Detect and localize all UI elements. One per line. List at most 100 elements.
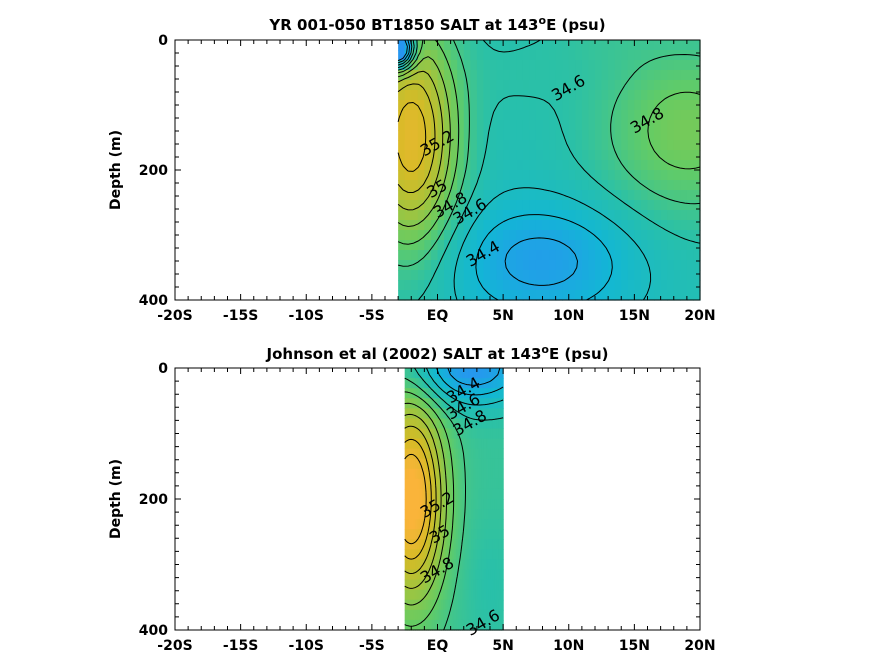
heatmap-cell: [456, 559, 459, 571]
contour-line: [404, 453, 427, 545]
heatmap-cell: [660, 110, 668, 121]
heatmap-cell: [477, 408, 481, 419]
heatmap-cell: [411, 290, 419, 301]
heatmap-cell: [483, 290, 491, 301]
heatmap-cell: [466, 458, 470, 470]
heatmap-cell: [500, 509, 504, 520]
heatmap-cell: [500, 448, 504, 460]
contour-lines: [397, 39, 701, 301]
heatmap-cell: [496, 579, 500, 591]
heatmap-cell: [432, 569, 436, 581]
heatmap-cell: [475, 609, 479, 621]
heatmap-cell: [466, 579, 470, 591]
heatmap-cell: [423, 438, 427, 450]
heatmap-cell: [476, 230, 485, 241]
heatmap-cell: [460, 418, 464, 430]
heatmap-cell: [413, 529, 416, 540]
heatmap-cell: [424, 100, 432, 111]
contour-line: [397, 83, 436, 193]
heatmap-cell: [490, 468, 494, 480]
heatmap-cell: [516, 170, 524, 181]
heatmap-cell: [634, 230, 642, 241]
heatmap-cell: [496, 478, 500, 490]
heatmap-cell: [475, 468, 479, 480]
heatmap-cell: [673, 120, 681, 131]
heatmap-cell: [492, 438, 496, 450]
heatmap-cell: [434, 418, 438, 430]
heatmap-cell: [496, 549, 500, 561]
heatmap-cell: [411, 200, 419, 211]
heatmap-cell: [450, 250, 458, 261]
heatmap-cell: [457, 40, 465, 51]
heatmap-cell: [411, 40, 419, 51]
heatmap-cell: [447, 378, 451, 389]
heatmap-cell: [463, 210, 471, 221]
heatmap-cell: [464, 448, 468, 460]
heatmap-cell: [522, 230, 530, 241]
heatmap-cell: [443, 539, 446, 550]
heatmap-cell: [503, 50, 511, 61]
heatmap-cell: [588, 230, 596, 241]
heatmap-cell: [486, 509, 489, 520]
heatmap-cell: [568, 230, 576, 241]
heatmap-cell: [555, 150, 563, 161]
heatmap-cell: [417, 378, 421, 389]
heatmap-cell: [477, 378, 481, 389]
heatmap-cell: [411, 519, 414, 530]
heatmap-cell: [436, 499, 440, 510]
heatmap-cell: [447, 368, 451, 379]
heatmap-cell: [449, 569, 453, 581]
heatmap-cell: [486, 529, 489, 540]
heatmap-cell: [680, 110, 688, 121]
heatmap-cell: [483, 280, 491, 291]
heatmap-cell: [481, 619, 485, 631]
heatmap-cell: [660, 190, 668, 201]
heatmap-cell: [640, 210, 649, 221]
heatmap-cell: [475, 569, 479, 581]
heatmap-cell: [503, 120, 511, 131]
heatmap-cell: [673, 170, 681, 181]
heatmap-cell: [398, 170, 406, 181]
heatmap-cell: [436, 388, 440, 399]
heatmap-cell: [398, 210, 406, 221]
heatmap-cell: [581, 40, 590, 51]
heatmap-cell: [549, 260, 557, 271]
heatmap-cell: [494, 599, 498, 611]
heatmap-cell: [654, 250, 662, 261]
heatmap-cell: [500, 499, 504, 510]
heatmap-cell: [449, 398, 453, 409]
heatmap-cell: [424, 250, 432, 261]
heatmap-cell: [693, 130, 701, 141]
heatmap-cell: [404, 200, 412, 211]
heatmap-cell: [562, 250, 570, 261]
heatmap-cell: [470, 270, 478, 281]
heatmap-cell: [535, 50, 544, 61]
heatmap-cell: [549, 200, 557, 211]
heatmap-cell: [413, 609, 416, 621]
heatmap-cell: [471, 488, 474, 500]
heatmap-cell: [575, 90, 583, 101]
heatmap-cell: [436, 398, 440, 409]
heatmap-cell: [498, 519, 502, 530]
heatmap-cell: [432, 438, 436, 450]
heatmap-cell: [486, 438, 489, 450]
heatmap-cell: [549, 110, 557, 121]
heatmap-cell: [601, 230, 609, 241]
heatmap-cell: [627, 180, 635, 191]
heatmap-cell: [490, 130, 498, 141]
heatmap-cell: [426, 378, 429, 389]
heatmap-cell: [483, 609, 487, 621]
heatmap-cell: [660, 40, 668, 51]
heatmap-cell: [430, 150, 439, 161]
heatmap-cell: [413, 388, 416, 399]
heatmap-cell: [444, 50, 452, 61]
heatmap-cell: [660, 140, 668, 151]
heatmap-cell: [471, 408, 474, 419]
heatmap-cell: [444, 80, 452, 91]
heatmap-cell: [488, 418, 491, 430]
heatmap-cell: [430, 509, 434, 520]
heatmap-cell: [462, 408, 466, 419]
heatmap-cell: [404, 190, 412, 201]
heatmap-cell: [542, 240, 550, 251]
